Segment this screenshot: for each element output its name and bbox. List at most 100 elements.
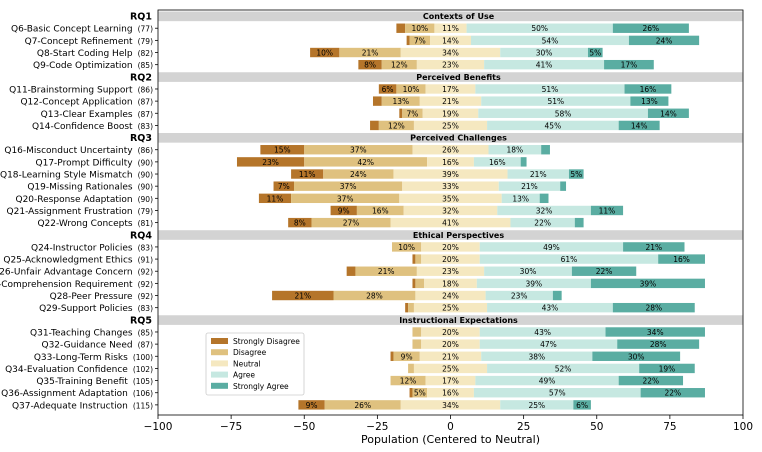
question-label: Q29-Support Policies: [39, 304, 133, 314]
row-label: Q25-Acknowledgment Ethics (91): [3, 256, 153, 266]
bar-segment-agree: [484, 59, 605, 70]
row-label: Q6-Basic Concept Learning (77): [11, 25, 153, 35]
data-label: 61%: [561, 255, 578, 264]
legend-swatch: [211, 371, 228, 378]
x-tick-label: 25: [517, 421, 530, 433]
bar-segment-neutral: [424, 278, 477, 289]
row-label: Q17-Prompt Difficulty (90): [36, 158, 154, 168]
response-count: (87): [138, 341, 153, 350]
data-label: 23%: [262, 158, 279, 167]
data-label: 16%: [442, 389, 459, 398]
response-count: (115): [133, 401, 153, 410]
question-label: Q37-Adequate Instruction: [12, 401, 128, 411]
group-header-band: [158, 11, 743, 22]
bar-segment-disagree: [381, 59, 417, 70]
bar-segment-strongly-disagree: [310, 47, 340, 58]
legend-entry: Neutral: [233, 359, 261, 368]
bar-segment-disagree: [415, 278, 425, 289]
group-title: Contexts of Use: [423, 12, 495, 21]
bar-segment-neutral: [419, 96, 482, 106]
bar-segment-disagree: [381, 96, 420, 106]
data-label: 18%: [507, 146, 524, 155]
bar-segment-strongly-disagree: [358, 59, 382, 70]
bar-segment-strongly-disagree: [372, 96, 382, 106]
data-label: 27%: [343, 219, 360, 228]
question-label: Q17-Prompt Difficulty: [36, 158, 134, 168]
bar-segment-agree: [476, 278, 591, 289]
bar-segment-strongly-disagree: [236, 157, 305, 167]
response-count: (81): [138, 219, 153, 228]
data-label: 21%: [521, 182, 538, 191]
data-label: 57%: [549, 389, 566, 398]
data-label: 5%: [414, 389, 426, 398]
data-label: 25%: [528, 401, 545, 410]
response-count: (87): [138, 110, 153, 119]
bar-segment-disagree: [409, 35, 431, 46]
bar-segment-neutral: [430, 35, 471, 46]
bar-segment-strongly-agree: [612, 302, 695, 313]
question-label: Q32-Guidance Need: [42, 341, 133, 351]
data-label: 10%: [316, 49, 333, 58]
bar-segment-strongly-agree: [574, 217, 584, 228]
group-header-band: [158, 133, 743, 143]
data-label: 51%: [547, 97, 564, 106]
bar-segment-strongly-agree: [552, 290, 562, 301]
x-tick-label: 50: [590, 421, 603, 433]
bar-segment-strongly-disagree: [298, 400, 325, 410]
bar-segment-strongly-disagree: [370, 120, 379, 131]
response-count: (90): [138, 158, 153, 167]
data-label: 20%: [442, 328, 459, 337]
row-label: Q9-Code Optimization (85): [33, 61, 153, 71]
bar-segment-strongly-agree: [640, 388, 705, 398]
bar-segment-strongly-disagree: [330, 205, 357, 216]
bar-segment-disagree: [396, 84, 426, 94]
bar-segment-strongly-agree: [571, 266, 637, 276]
response-count: (83): [138, 243, 153, 252]
response-count: (85): [138, 328, 153, 337]
bar-segment-strongly-agree: [618, 120, 660, 131]
data-label: 26%: [643, 24, 660, 33]
data-label: 19%: [659, 364, 676, 373]
response-count: (77): [138, 25, 153, 34]
bar-segment-strongly-disagree: [396, 23, 406, 33]
legend-swatch: [211, 338, 228, 344]
question-label: Q8-Start Coding Help: [37, 49, 133, 59]
bar-segment-neutral: [425, 375, 476, 386]
data-label: 13%: [392, 97, 409, 106]
data-label: 30%: [520, 267, 537, 276]
bar-segment-neutral: [419, 351, 482, 361]
row-label: Q16-Misconduct Uncertainty (86): [4, 146, 153, 156]
group-id: RQ1: [130, 12, 152, 23]
bar-segment-strongly-agree: [573, 400, 591, 410]
bar-segment-neutral: [400, 400, 501, 410]
bar-segment-neutral: [427, 388, 474, 398]
response-count: (79): [138, 37, 153, 46]
bar-segment-neutral: [421, 327, 480, 337]
data-label: 34%: [442, 401, 459, 410]
bar-segment-strongly-agree: [590, 205, 624, 216]
question-label: Q28-Peer Pressure: [50, 292, 133, 302]
data-label: 11%: [599, 206, 616, 215]
data-label: 5%: [570, 170, 582, 179]
data-label: 52%: [555, 364, 572, 373]
bar-segment-strongly-agree: [560, 181, 567, 191]
data-label: 37%: [340, 182, 357, 191]
legend-swatch: [211, 360, 228, 367]
response-count: (92): [138, 280, 153, 289]
row-label: Q29-Support Policies (83): [39, 304, 153, 314]
data-label: 11%: [267, 194, 284, 203]
data-label: 50%: [531, 24, 548, 33]
data-label: 10%: [403, 85, 420, 94]
data-label: 12%: [400, 377, 417, 386]
bar-segment-agree: [470, 35, 629, 46]
bar-segment-disagree: [408, 302, 414, 313]
data-label: 21%: [378, 267, 395, 276]
data-label: 17%: [442, 377, 459, 386]
data-label: 23%: [511, 292, 528, 301]
data-label: 39%: [640, 279, 657, 288]
bar-segment-disagree: [412, 388, 428, 398]
data-label: 30%: [536, 49, 553, 58]
question-label: Q25-Acknowledgment Ethics: [3, 256, 133, 266]
data-label: 22%: [534, 219, 551, 228]
response-count: (86): [138, 85, 153, 94]
